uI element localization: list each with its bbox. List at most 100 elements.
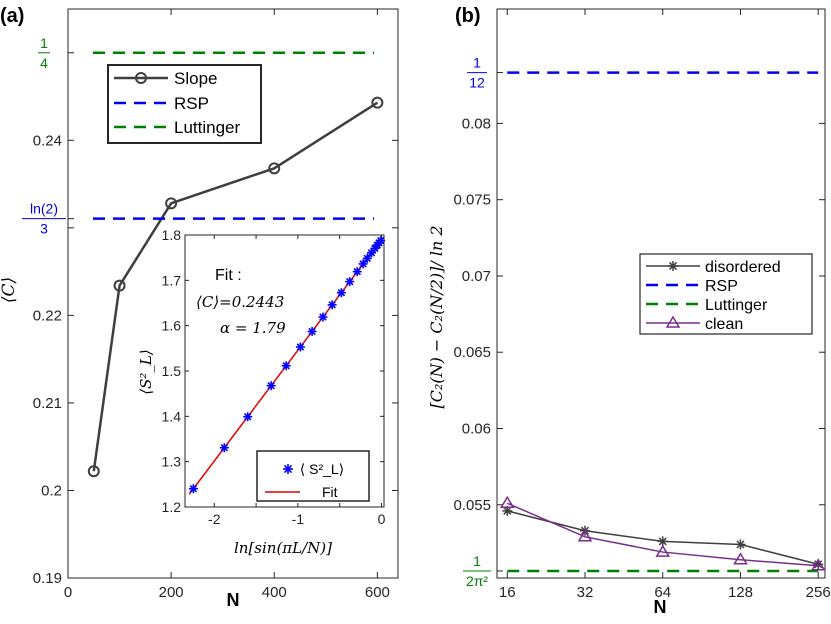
legend-disordered-star-stroke xyxy=(668,261,678,271)
inset-data-point xyxy=(318,312,328,322)
a-ytick-label: 0.19 xyxy=(33,570,62,587)
inset-fit-c: ⟨C⟩=0.2443 xyxy=(196,293,284,311)
b-disordered-point-stroke xyxy=(814,560,823,569)
inset-data-point-stroke xyxy=(220,443,229,452)
inset-ytick-label: 1.7 xyxy=(162,272,182,288)
b-clean-point xyxy=(810,558,826,571)
panel-a-series xyxy=(87,51,384,478)
b-clean-point xyxy=(655,544,671,557)
inset-data-point xyxy=(243,412,253,422)
b-ytick-label: 0.055 xyxy=(453,497,491,514)
b-xtick-label: 32 xyxy=(577,584,594,601)
b-clean-point xyxy=(499,495,515,509)
a-xtick-label: 600 xyxy=(365,584,390,601)
legend-disordered-star xyxy=(668,261,678,271)
inset-data-point xyxy=(362,253,372,263)
legend-disordered-label: disordered xyxy=(705,259,781,276)
b-ytick-label: 0.06 xyxy=(462,421,491,438)
panel-b-ticks: 16 32 64 128 256 0.055 0.06 0.065 0.07 0.075 0.08 1… xyxy=(453,9,831,601)
inset-legend-fit-label: Fit xyxy=(322,484,338,500)
inset-legend-star-marker xyxy=(283,464,293,474)
a-ytick-label: 0.2 xyxy=(41,482,62,499)
inset-data-point xyxy=(345,277,355,287)
panel-b-axes xyxy=(496,8,826,579)
a-xtick-label: 400 xyxy=(262,584,287,601)
a-special-tick-label: ln(2) 3 xyxy=(22,201,66,237)
a-special-tick-label-denominator: 3 xyxy=(40,221,48,237)
b-ytick-label: 0.075 xyxy=(453,192,491,209)
inset-data-point-stroke xyxy=(337,288,346,297)
inset-ylabel: ⟨S²_L⟩ xyxy=(137,349,155,394)
a-slope-point xyxy=(113,279,126,292)
inset-data-point-stroke xyxy=(282,362,290,370)
inset-data-point-stroke xyxy=(319,313,327,321)
legend-slope-label: Slope xyxy=(174,69,217,88)
inset-data-point-stroke xyxy=(308,327,316,336)
inset-data-point-stroke xyxy=(267,381,275,390)
b-ytick-label: 0.065 xyxy=(453,344,491,361)
inset-data-point-stroke xyxy=(328,301,336,309)
a-special-tick-label: 14 xyxy=(38,35,50,71)
inset-data-point-stroke xyxy=(376,236,385,245)
a-xtick-label: 200 xyxy=(159,584,184,601)
inset-data-point xyxy=(188,484,198,494)
inset-data-point xyxy=(358,259,368,269)
inset-data-point-stroke xyxy=(189,484,198,493)
a-special-tick-label-denominator: 4 xyxy=(40,55,48,71)
inset-ticks: -2 -1 0 1.2 1.3 1.4 1.5 1.6 1.7 1.8 xyxy=(162,227,386,527)
a-slope-point xyxy=(165,197,178,210)
inset-data-point xyxy=(327,300,337,310)
panel-a-ylabel: ⟨C⟩ xyxy=(0,277,19,303)
panel-b-xlabel: N xyxy=(654,597,667,617)
a-ytick-label: 0.21 xyxy=(33,395,62,412)
b-clean-point xyxy=(577,529,593,542)
inset-data-point-stroke xyxy=(296,343,305,351)
b-clean-point xyxy=(733,552,748,565)
b-disordered-point-stroke xyxy=(736,540,745,549)
b-disordered-point xyxy=(502,505,513,516)
a-special-tick-label-numerator: 1 xyxy=(40,35,48,51)
b-clean-line xyxy=(506,502,819,567)
panel-b-label: (b) xyxy=(455,5,481,27)
panel-a-xlabel: N xyxy=(227,590,240,610)
panel-a: (a) 0 200 400 600 0.19 0.2 0.21 0.22 0.24 ln(2) 3 1… xyxy=(0,5,399,610)
a-slope-point xyxy=(87,465,100,478)
panel-b-ylabel: [C₂(N) − C₂(N/2)]/ ln 2 xyxy=(427,225,446,408)
inset-xlabel: ln[sin(πL/N)] xyxy=(234,539,332,557)
b-xtick-label: 16 xyxy=(499,584,516,601)
b-ytick-label: 0.08 xyxy=(462,115,491,132)
inset-data-point xyxy=(376,236,386,246)
b-xtick-label: 128 xyxy=(728,584,753,601)
panel-b-series xyxy=(499,71,826,573)
inset-data-point xyxy=(336,288,346,298)
panel-a-label: (a) xyxy=(0,5,24,27)
inset-data-point xyxy=(295,342,305,352)
a-ytick-label: 0.22 xyxy=(33,307,62,324)
inset-ytick-label: 1.8 xyxy=(162,227,182,243)
b-special-tick-label-denominator: 2π² xyxy=(466,573,488,589)
inset-fit-alpha: α = 1.79 xyxy=(220,319,286,337)
b-disordered-point xyxy=(735,539,746,550)
legend-clean-marker xyxy=(665,315,681,328)
inset-legend-star xyxy=(283,464,293,474)
inset-data-point-stroke xyxy=(243,412,252,421)
b-disordered-point-stroke xyxy=(503,506,512,515)
panel-a-legend: Slope RSP Luttinger xyxy=(107,64,262,144)
legend-disordered-marker xyxy=(668,261,678,271)
inset-series xyxy=(188,236,386,495)
inset-plot: -2 -1 0 1.2 1.3 1.4 1.5 1.6 1.7 1.8 Fit : ⟨C⟩=0.2… xyxy=(137,227,386,557)
inset-fit-title: Fit : xyxy=(215,267,242,284)
inset-xtick-label: -1 xyxy=(292,511,305,527)
inset-legend-points-label: ⟨ S²_L⟩ xyxy=(300,461,344,477)
inset-legend-star-stroke xyxy=(283,464,293,474)
a-slope-line xyxy=(92,101,379,472)
a-xtick-label: 0 xyxy=(64,584,72,601)
b-disordered-point-stroke xyxy=(658,537,667,546)
b-xtick-label: 64 xyxy=(654,584,671,601)
inset-data-point-stroke xyxy=(363,254,372,263)
a-ytick-label: 0.24 xyxy=(33,132,62,149)
inset-data-point xyxy=(281,361,291,371)
legend-slope-marker xyxy=(135,72,147,84)
